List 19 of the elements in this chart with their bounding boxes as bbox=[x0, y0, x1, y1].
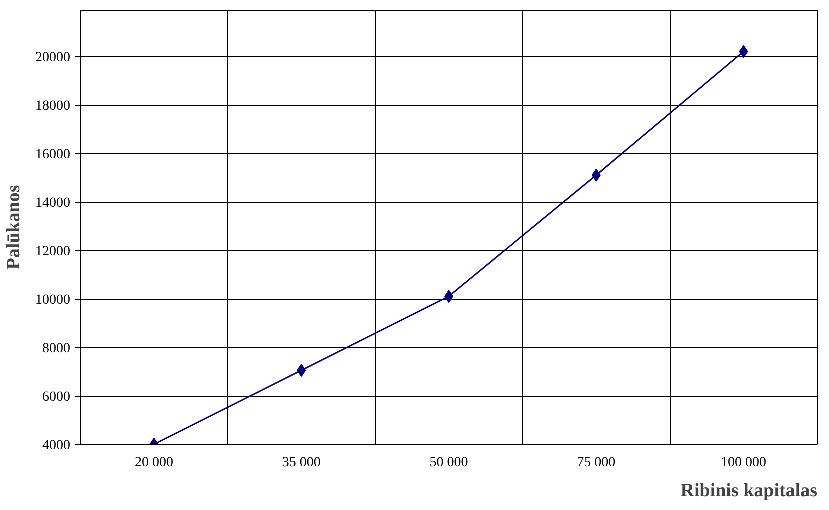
x-tick-label: 100 000 bbox=[721, 456, 767, 470]
x-axis-title: Ribinis kapitalas bbox=[680, 480, 818, 502]
y-tick-label: 20000 bbox=[36, 50, 70, 66]
x-tick-label: 35 000 bbox=[282, 456, 321, 470]
y-axis-title: Palūkanos bbox=[4, 185, 24, 270]
y-tick-label: 14000 bbox=[36, 196, 70, 212]
y-tick-label: 10000 bbox=[36, 293, 70, 308]
y-tick-label: 8000 bbox=[42, 342, 70, 357]
x-tick-label: 75 000 bbox=[577, 456, 616, 470]
y-tick-label: 4000 bbox=[42, 438, 70, 454]
x-tick-label: 20 000 bbox=[134, 456, 174, 470]
y-tick-label: 6000 bbox=[42, 390, 70, 406]
y-tick-label: 12000 bbox=[36, 244, 70, 260]
point bbox=[297, 364, 306, 378]
point bbox=[592, 168, 601, 182]
y-tick-label: 16000 bbox=[36, 148, 70, 163]
point bbox=[739, 45, 748, 58]
x-tick-label: 50 000 bbox=[430, 456, 468, 470]
y-tick-label: 18000 bbox=[36, 99, 70, 114]
